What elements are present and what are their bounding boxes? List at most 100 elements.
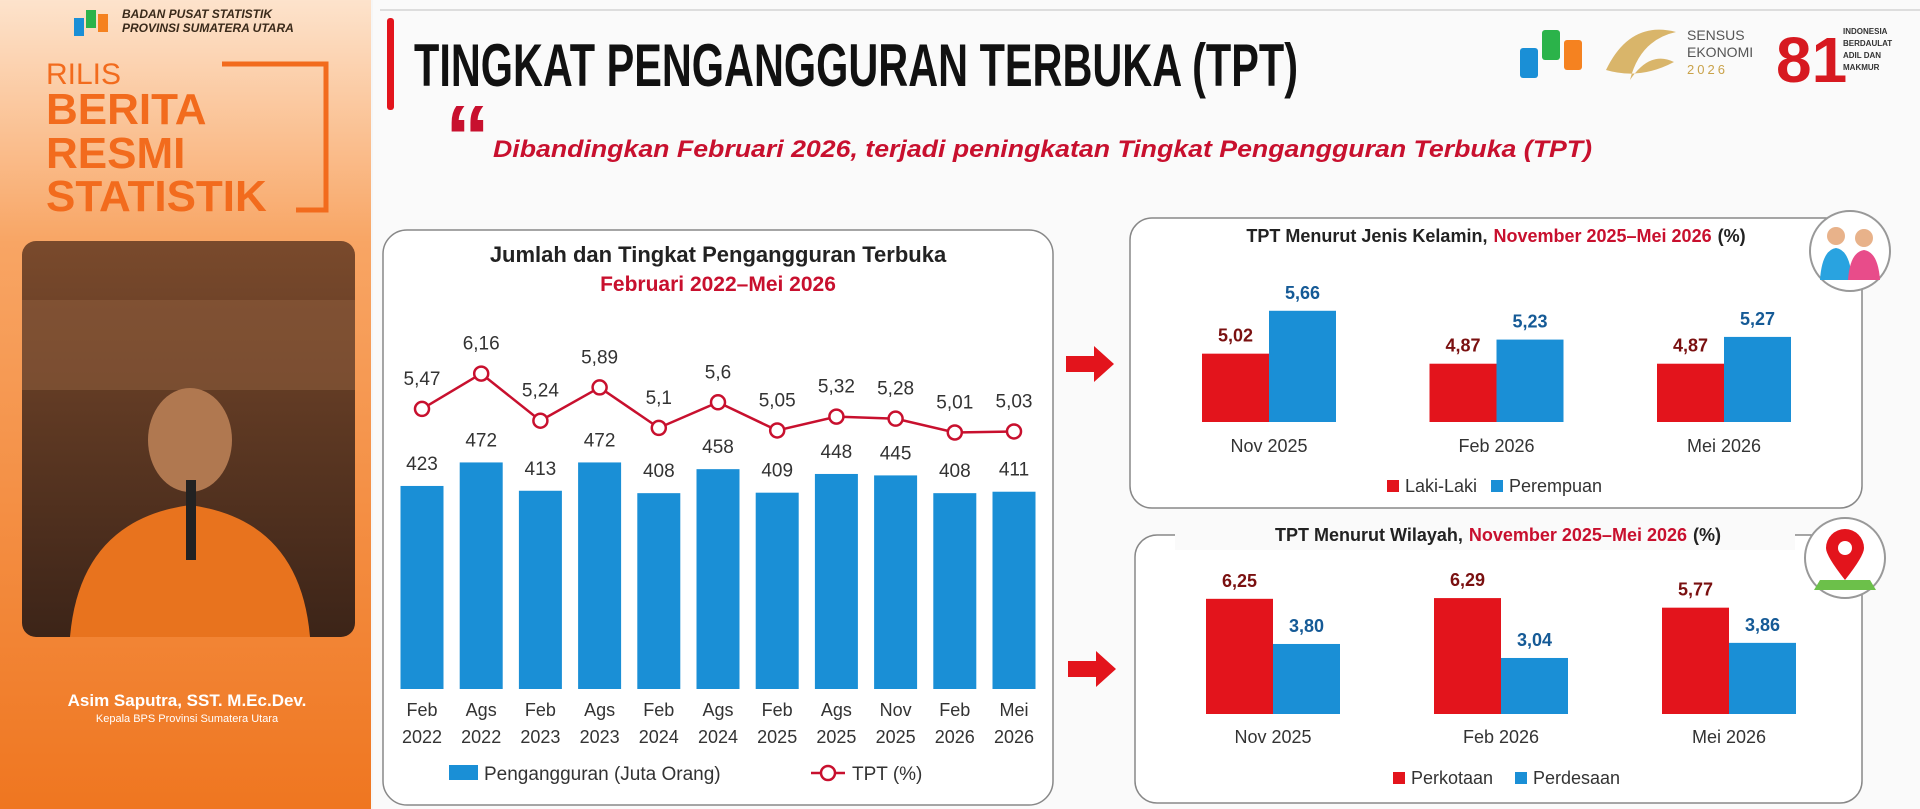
bar [1434, 598, 1501, 714]
legend-label: Perkotaan [1411, 768, 1493, 788]
gender-icon [1809, 210, 1891, 292]
video-feed [22, 241, 355, 637]
legend-label: TPT (%) [852, 764, 922, 785]
data-label: 408 [939, 461, 971, 482]
province: PROVINSI SUMATERA UTARA [122, 21, 294, 35]
legend-swatch [1515, 772, 1527, 784]
data-label: 5,77 [1678, 580, 1713, 600]
legend-swatch [1491, 480, 1503, 492]
chart-title: Jumlah dan Tingkat Pengangguran Terbuka [490, 242, 947, 267]
chart-title: TPT Menurut Jenis Kelamin, [1246, 226, 1487, 246]
bar [518, 490, 562, 689]
x-tick-label: Feb 2026 [934, 700, 975, 747]
data-label: 408 [643, 461, 675, 482]
release-label: RESMI [46, 129, 185, 178]
bar [1429, 363, 1497, 422]
logo-text: EKONOMI [1687, 44, 1753, 60]
bar [1206, 598, 1273, 714]
data-label: 472 [584, 430, 616, 451]
sensus-logo [1606, 29, 1676, 80]
data-label: 6,29 [1450, 570, 1485, 590]
bar [1501, 657, 1568, 714]
bar [755, 492, 799, 689]
data-label: 411 [999, 460, 1029, 481]
data-label: 3,80 [1289, 616, 1324, 636]
data-label: 445 [880, 443, 912, 464]
legend-label: Perdesaan [1533, 768, 1620, 788]
data-label: 6,16 [463, 334, 500, 355]
x-tick-label: Feb 2026 [1458, 436, 1534, 456]
x-tick-label: Feb 2022 [401, 700, 443, 747]
bar [459, 462, 503, 689]
chart-title: TPT Menurut Jenis Kelamin, November 2025–… [1246, 226, 1745, 246]
bar [1729, 642, 1796, 714]
x-tick-label: Mei 2026 [1692, 727, 1766, 747]
data-label: 423 [406, 454, 438, 475]
bar [814, 473, 858, 689]
marker [768, 422, 786, 439]
bar [992, 491, 1036, 689]
bar [696, 469, 740, 689]
data-label: 448 [821, 442, 853, 463]
data-label: 5,89 [581, 347, 618, 368]
data-label: 5,02 [1218, 326, 1253, 346]
chart-title: TPT Menurut Wilayah, November 2025–Mei 20… [1275, 525, 1721, 545]
data-label: 5,03 [996, 391, 1033, 412]
legend-marker [819, 764, 837, 782]
bar [1724, 336, 1791, 422]
bracket [222, 61, 329, 213]
data-label: 4,87 [1673, 336, 1708, 356]
marker [413, 400, 431, 418]
x-tick-label: Feb 2025 [757, 700, 798, 747]
marker [591, 379, 608, 396]
anniversary-logo: 81 [1776, 24, 1847, 96]
bps-logo [1520, 30, 1582, 78]
x-tick-label: Nov 2025 [1230, 436, 1307, 456]
data-label: 3,04 [1517, 630, 1552, 650]
bar [400, 485, 444, 689]
data-label: 6,25 [1222, 571, 1257, 591]
quote: Dibandingkan Februari 2026, terjadi peni… [493, 136, 1592, 163]
x-tick-label: Nov 2025 [1234, 727, 1311, 747]
data-label: 5,23 [1512, 312, 1547, 332]
marker [946, 424, 964, 441]
bar [1202, 353, 1269, 422]
logo-text: SENSUS [1687, 27, 1745, 43]
data-label: 413 [525, 459, 557, 480]
x-tick-label: Ags 2025 [816, 700, 857, 747]
x-tick-label: Feb 2024 [638, 700, 679, 747]
data-label: 458 [702, 437, 734, 458]
data-label: 5,32 [818, 377, 855, 398]
arrow [1068, 651, 1116, 687]
bar [1662, 607, 1729, 714]
quote-mark: “ [445, 88, 490, 188]
chart-title: TPT Menurut Wilayah, [1275, 525, 1463, 545]
data-label: 5,6 [705, 362, 731, 383]
marker [887, 410, 904, 427]
speaker-name: Asim Saputra, SST. M.Ec.Dev. [68, 691, 307, 710]
logo-text: MAKMUR [1843, 63, 1880, 72]
bar [1657, 363, 1724, 422]
chart-period: November 2025–Mei 2026 [1493, 226, 1711, 246]
speaker-role: Kepala BPS Provinsi Sumatera Utara [96, 713, 279, 725]
data-label: 5,24 [522, 381, 559, 402]
bar [933, 493, 977, 689]
agency: BADAN PUSAT STATISTIK [122, 7, 273, 21]
title-backdrop [1175, 520, 1795, 550]
legend-label: Perempuan [1509, 476, 1602, 496]
data-label: 472 [465, 430, 497, 451]
legend-label: Pengangguran (Juta Orang) [484, 764, 721, 785]
data-label: 5,66 [1285, 283, 1320, 303]
logo-text: 2026 [1687, 62, 1728, 77]
marker [650, 419, 668, 437]
data-label: 5,05 [759, 390, 796, 411]
data-label: 5,27 [1740, 309, 1775, 329]
bar [578, 462, 622, 689]
arrow [1066, 346, 1114, 382]
bar [874, 475, 918, 689]
x-tick-label: Ags 2022 [461, 700, 502, 747]
x-tick-label: Mei 2026 [1687, 436, 1761, 456]
slide-title: TINGKAT PENGANGGURAN TERBUKA (TPT) [414, 32, 1298, 99]
